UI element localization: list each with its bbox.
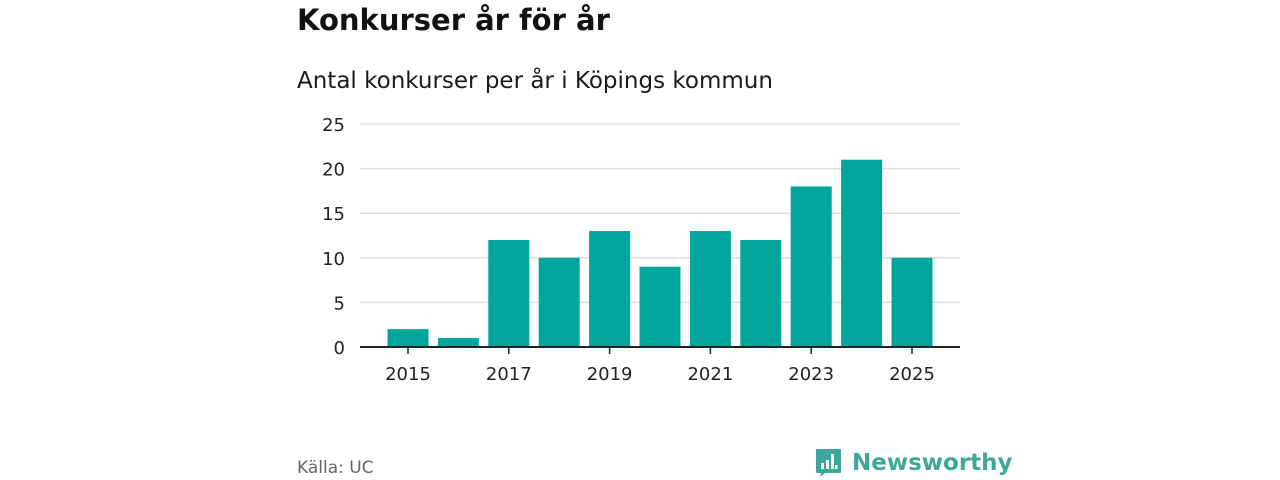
bar-2021 [689, 231, 731, 347]
y-tick-label: 10 [322, 249, 345, 270]
y-tick-label: 5 [334, 293, 345, 314]
bar-2024 [841, 159, 883, 347]
brand-logo: Newsworthy [815, 446, 1013, 480]
bar-2023 [790, 186, 832, 347]
bar-2025 [891, 257, 933, 347]
x-tick-label: 2019 [587, 364, 633, 385]
bar-2016 [437, 338, 479, 347]
bar-2018 [538, 257, 580, 347]
bar-2015 [387, 329, 429, 347]
bar-2022 [740, 239, 782, 347]
source-note: Källa: UC [297, 458, 374, 478]
y-tick-label: 25 [322, 115, 345, 136]
y-tick-label: 0 [334, 338, 345, 359]
chart-title: Konkurser år för år [297, 3, 610, 37]
y-tick-label: 20 [322, 160, 345, 181]
newsworthy-logo-icon [816, 449, 841, 477]
bar-2019 [589, 231, 631, 347]
x-tick-label: 2015 [385, 364, 431, 385]
x-tick-label: 2023 [788, 364, 834, 385]
x-axis [360, 346, 960, 354]
chart-subtitle: Antal konkurser per år i Köpings kommun [297, 68, 773, 94]
bar-2017 [488, 239, 530, 347]
brand-name: Newsworthy [852, 450, 1013, 476]
bars [387, 159, 933, 347]
x-tick-label: 2025 [889, 364, 935, 385]
x-tick-label: 2021 [687, 364, 733, 385]
x-tick-label: 2017 [486, 364, 532, 385]
y-tick-label: 15 [322, 204, 345, 225]
bar-2020 [639, 266, 681, 347]
